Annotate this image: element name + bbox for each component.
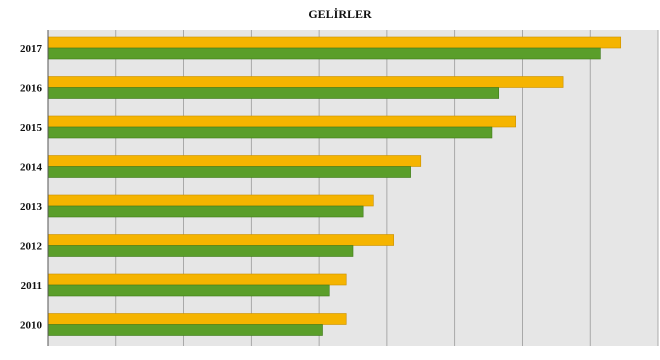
category-label-2010: 2010 — [20, 320, 43, 332]
bar-2015-series-1 — [47, 115, 516, 128]
category-label-2012: 2012 — [20, 241, 43, 253]
bar-2014-series-1 — [47, 155, 422, 167]
bar-2017-series-1 — [47, 36, 622, 49]
bar-2015-series-2 — [47, 126, 493, 139]
category-label-2013: 2013 — [20, 201, 43, 213]
category-label-2015: 2015 — [20, 122, 43, 134]
bar-2011-series-1 — [47, 273, 347, 286]
bar-2010-series-1 — [47, 313, 347, 325]
bar-2013-series-2 — [47, 205, 364, 218]
bar-2016-series-2 — [47, 87, 500, 99]
category-labels: 2017 2016 2015 2014 2013 2012 2011 2010 — [20, 43, 43, 332]
category-label-2016: 2016 — [20, 83, 43, 95]
category-label-2011: 2011 — [21, 280, 42, 292]
category-label-2017: 2017 — [20, 43, 43, 55]
bar-2010-series-2 — [47, 324, 323, 336]
bar-2013-series-1 — [47, 194, 374, 207]
bar-2014-series-2 — [47, 166, 411, 178]
bar-2012-series-2 — [47, 245, 354, 257]
bar-2016-series-1 — [47, 76, 564, 88]
category-label-2014: 2014 — [20, 162, 43, 174]
bar-2012-series-1 — [47, 234, 394, 246]
bar-2017-series-2 — [47, 47, 601, 60]
chart-title: GELİRLER — [308, 7, 372, 21]
bar-2011-series-2 — [47, 284, 330, 297]
